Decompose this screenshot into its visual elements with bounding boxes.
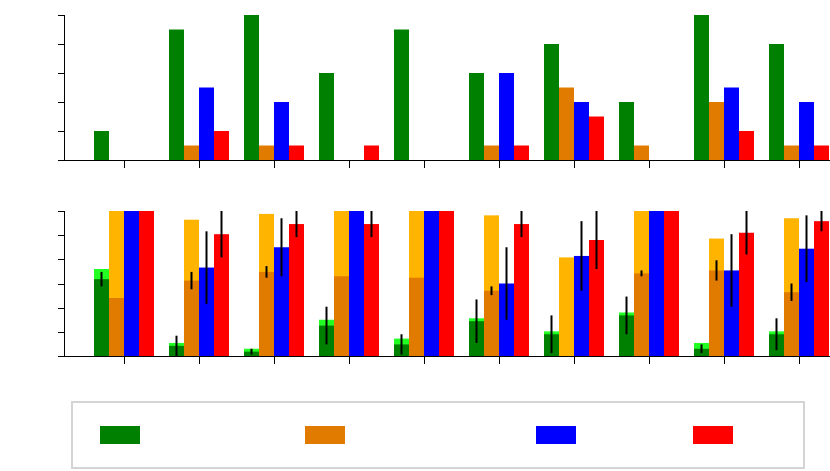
top-bar-panel	[58, 15, 830, 168]
top-bar	[769, 44, 784, 160]
top-bar	[724, 87, 739, 160]
top-bar	[289, 145, 304, 160]
bottom-bar	[574, 255, 589, 356]
top-bar	[394, 29, 409, 160]
top-bar	[259, 145, 274, 160]
top-bar	[694, 15, 709, 160]
bottom-bar	[289, 224, 304, 356]
top-bar	[469, 73, 484, 160]
top-bar	[514, 145, 529, 160]
bottom-bar	[349, 211, 364, 356]
top-bar	[499, 73, 514, 160]
top-bar	[274, 102, 289, 160]
top-bar	[739, 131, 754, 160]
bottom-bar	[124, 211, 139, 356]
bottom-bar-inner	[334, 276, 349, 356]
legend-swatch-1	[100, 426, 140, 444]
top-bar	[364, 145, 379, 160]
bottom-bar	[199, 267, 214, 356]
bottom-bar-inner	[619, 315, 634, 356]
legend-item-4	[693, 426, 741, 444]
bottom-bar	[724, 270, 739, 356]
bottom-bar	[799, 248, 814, 356]
bottom-bar	[559, 257, 574, 356]
legend-swatch-2	[305, 426, 345, 444]
legend-item-3	[536, 426, 584, 444]
top-bar	[814, 145, 829, 160]
bottom-bar	[664, 211, 679, 356]
top-bar	[244, 15, 259, 160]
bottom-bar	[439, 211, 454, 356]
top-bar	[214, 131, 229, 160]
bottom-bar	[589, 240, 604, 356]
bottom-bar	[814, 221, 829, 356]
top-bar	[784, 145, 799, 160]
bottom-bar-inner	[94, 279, 109, 356]
bottom-bar-inner	[634, 273, 649, 356]
top-bar	[799, 102, 814, 160]
top-bar	[574, 102, 589, 160]
bottom-bar-inner	[709, 270, 724, 356]
bottom-bar-inner	[409, 277, 424, 356]
top-bar	[619, 102, 634, 160]
top-bar	[589, 116, 604, 160]
top-bar	[709, 102, 724, 160]
bottom-bar	[214, 234, 229, 356]
bottom-bar	[364, 224, 379, 356]
bottom-bar	[139, 211, 154, 356]
legend-swatch-4	[693, 426, 733, 444]
bottom-bar	[274, 247, 289, 356]
bottom-bar-inner	[784, 292, 799, 356]
legend-item-1	[100, 426, 148, 444]
top-bar	[544, 44, 559, 160]
top-bar	[199, 87, 214, 160]
legend-swatch-3	[536, 426, 576, 444]
legend-item-2	[305, 426, 353, 444]
bottom-bar-inner	[484, 290, 499, 356]
bottom-bar	[514, 224, 529, 356]
top-bar	[559, 87, 574, 160]
bottom-bar-inner	[184, 280, 199, 356]
bottom-bar-inner	[259, 271, 274, 356]
top-bar	[184, 145, 199, 160]
top-bar	[94, 131, 109, 160]
bottom-bar	[649, 211, 664, 356]
top-bar	[484, 145, 499, 160]
top-bar	[319, 73, 334, 160]
bottom-bar	[424, 211, 439, 356]
top-bar	[169, 29, 184, 160]
bottom-bar-panel	[58, 211, 830, 364]
chart-legend	[71, 401, 805, 469]
top-bar	[634, 145, 649, 160]
bottom-bar	[739, 232, 754, 356]
bottom-bar-inner	[109, 298, 124, 356]
